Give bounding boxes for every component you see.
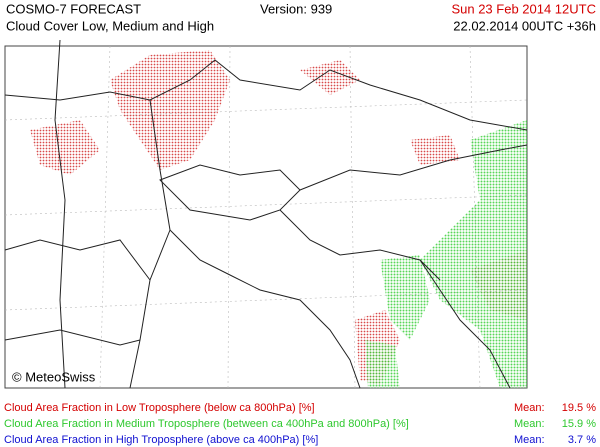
cloud-medium	[365, 120, 527, 388]
legend-mean-label: Mean:	[514, 434, 545, 446]
map-frame	[4, 45, 528, 389]
legend-label: Cloud Area Fraction in High Troposphere …	[4, 434, 318, 446]
legend-mean: 19.5 %	[562, 402, 596, 414]
legend-mean: 3.7 %	[568, 434, 596, 446]
valid-time: Sun 23 Feb 2014 12UTC	[451, 1, 596, 16]
legend-mean: 15.9 %	[562, 418, 596, 430]
title: COSMO-7 FORECAST	[6, 1, 141, 16]
subtitle: Cloud Cover Low, Medium and High	[6, 18, 214, 33]
legend-label: Cloud Area Fraction in Medium Tropospher…	[4, 418, 409, 430]
borders	[4, 39, 528, 389]
legend-label: Cloud Area Fraction in Low Troposphere (…	[4, 402, 315, 414]
version: Version: 939	[260, 1, 332, 16]
legend-mean-label: Mean:	[514, 402, 545, 414]
legend: Cloud Area Fraction in Low Troposphere (…	[4, 402, 596, 446]
run-time: 22.02.2014 00UTC +36h	[453, 18, 596, 33]
map: © MeteoSwiss	[4, 39, 528, 389]
legend-mean-label: Mean:	[514, 418, 545, 430]
credit: © MeteoSwiss	[12, 369, 96, 384]
